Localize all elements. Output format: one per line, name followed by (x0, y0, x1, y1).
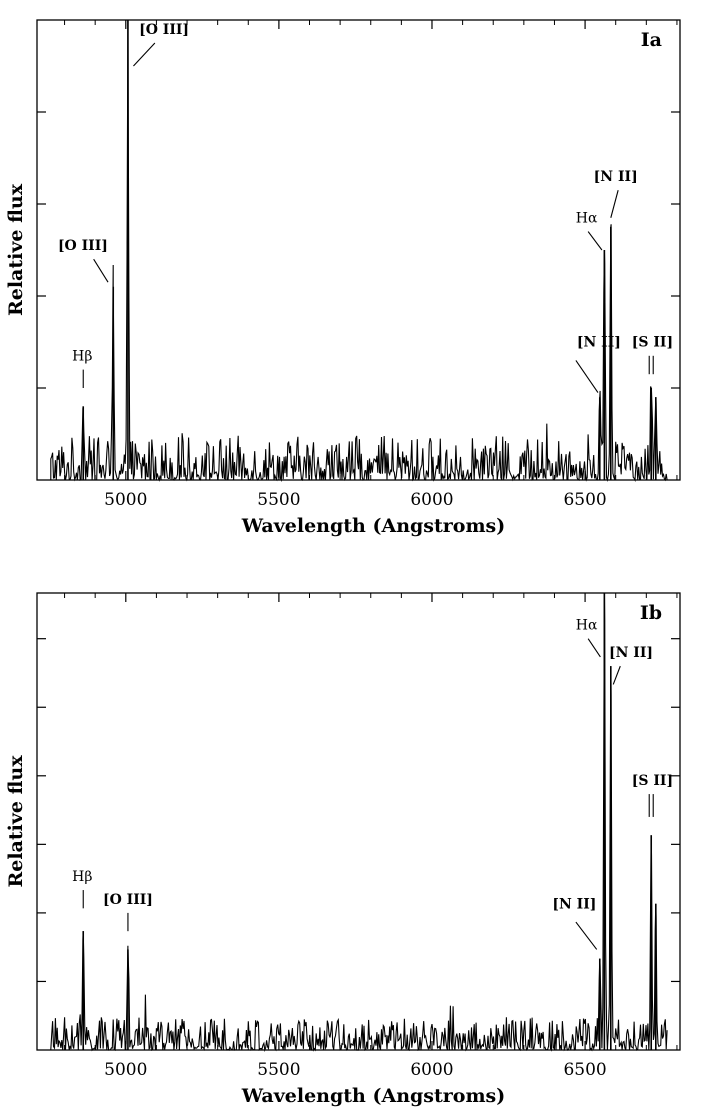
x-tick-label: 5500 (257, 1060, 300, 1080)
emission-line-label: Hβ (72, 348, 92, 364)
plot-frame (36, 592, 681, 1051)
emission-line-label: [O III] (103, 892, 153, 908)
y-axis-title: Relative flux (5, 183, 27, 316)
emission-line-label: [N II] (552, 896, 596, 912)
emission-line-label: [S II] (632, 335, 673, 351)
x-tick-label: 6000 (410, 1060, 453, 1080)
label-leader (93, 258, 109, 283)
emission-line-label: [N II] (609, 645, 653, 661)
panel-label: Ia (641, 29, 662, 51)
label-leader (610, 190, 619, 218)
label-leader (133, 42, 156, 67)
x-tick-label: 5000 (104, 490, 147, 510)
x-tick-label: 6000 (410, 490, 453, 510)
emission-line-label: Hα (576, 618, 598, 634)
panel-label: Ib (640, 602, 662, 624)
x-axis-title: Wavelength (Angstroms) (241, 515, 506, 537)
label-leader (612, 665, 621, 685)
spectrum-panel-ib: 5000 5500 6000 6500 Wavelength (Angstroms) Re… (5, 592, 681, 1107)
emission-line-label: [N II] (577, 335, 621, 351)
emission-line-label: [S II] (632, 773, 673, 789)
label-leader (587, 638, 601, 658)
label-leader (575, 921, 598, 950)
label-leader (575, 360, 599, 393)
x-tick-label: 5000 (104, 1060, 147, 1080)
spectrum-series (50, 592, 668, 1053)
emission-line-label: [O III] (58, 238, 108, 254)
x-axis-title: Wavelength (Angstroms) (241, 1085, 506, 1107)
emission-line-label: [N II] (594, 169, 638, 185)
label-leader (587, 231, 603, 251)
x-tick-label: 6500 (563, 1060, 606, 1080)
plot-frame (36, 19, 681, 481)
emission-line-label: Hα (576, 210, 598, 226)
y-axis-title: Relative flux (5, 755, 27, 888)
spectrum-panel-ia: 5000 5500 6000 6500 Wavelength (Angstroms) Re… (5, 19, 681, 537)
x-tick-label: 6500 (563, 490, 606, 510)
emission-line-label: Hβ (72, 869, 92, 885)
x-tick-label: 5500 (257, 490, 300, 510)
spectrum-series (50, 19, 668, 483)
emission-line-label: [O III] (139, 22, 189, 38)
